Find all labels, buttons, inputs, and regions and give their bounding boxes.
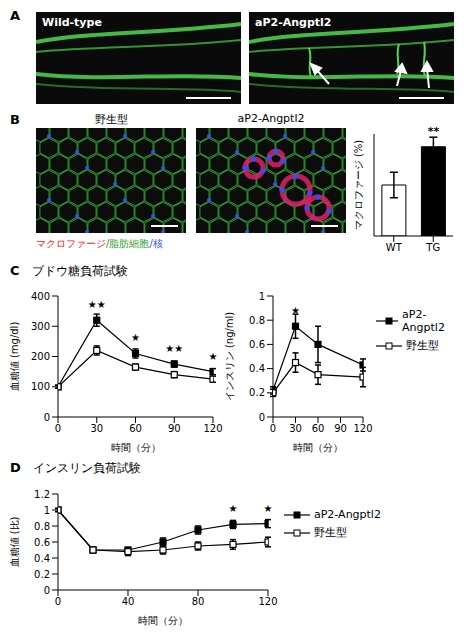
- svg-text:★★: ★★: [165, 343, 183, 354]
- svg-text:0.2: 0.2: [34, 569, 50, 580]
- html-text:B: B: [10, 112, 20, 127]
- svg-text:★: ★: [209, 351, 218, 362]
- html-text:A: A: [10, 8, 21, 23]
- svg-text:★: ★: [131, 332, 140, 343]
- html-text:野生型: 野生型: [314, 526, 347, 539]
- svg-text:0.4: 0.4: [249, 363, 265, 374]
- svg-text:マクロファージ (%): マクロファージ (%): [353, 140, 364, 231]
- svg-text:40: 40: [122, 596, 135, 607]
- html-text:C: C: [10, 263, 20, 278]
- html-text:野生型: 野生型: [94, 113, 128, 126]
- svg-text:300: 300: [31, 321, 50, 332]
- svg-text:Wild-type: Wild-type: [42, 16, 102, 29]
- svg-text:TG: TG: [425, 242, 440, 253]
- svg-text:0: 0: [44, 585, 50, 596]
- svg-text:120: 120: [353, 423, 372, 434]
- svg-text:WT: WT: [386, 242, 403, 253]
- svg-text:0: 0: [44, 412, 50, 423]
- svg-text:60: 60: [129, 423, 142, 434]
- svg-text:★: ★: [264, 503, 273, 514]
- svg-text:60: 60: [312, 423, 325, 434]
- svg-text:血糖値 (比): 血糖値 (比): [9, 516, 20, 567]
- svg-text:80: 80: [192, 596, 205, 607]
- html-text:マクロファージ/脂肪細胞/核: マクロファージ/脂肪細胞/核: [36, 238, 163, 249]
- svg-text:インスリン (ng/ml): インスリン (ng/ml): [224, 312, 235, 402]
- svg-text:1: 1: [44, 505, 50, 516]
- svg-text:100: 100: [31, 381, 50, 392]
- html-text:ブドウ糖負荷試験: ブドウ糖負荷試験: [31, 264, 128, 278]
- svg-text:90: 90: [168, 423, 181, 434]
- svg-text:時間（分）: 時間（分）: [138, 615, 188, 626]
- html-text:インスリン負荷試験: インスリン負荷試験: [32, 461, 141, 475]
- html-text:aP2-Angptl2: aP2-Angptl2: [402, 308, 445, 334]
- svg-text:400: 400: [31, 291, 50, 302]
- svg-text:0.6: 0.6: [34, 537, 50, 548]
- svg-text:0: 0: [55, 423, 61, 434]
- svg-text:血糖値 (mg/dl): 血糖値 (mg/dl): [9, 322, 20, 392]
- svg-text:120: 120: [258, 596, 277, 607]
- svg-text:30: 30: [289, 423, 302, 434]
- svg-text:30: 30: [90, 423, 103, 434]
- svg-text:0: 0: [270, 423, 276, 434]
- svg-text:200: 200: [31, 351, 50, 362]
- svg-text:時間（分）: 時間（分）: [293, 442, 343, 453]
- svg-text:0: 0: [55, 596, 61, 607]
- svg-text:1: 1: [259, 291, 265, 302]
- svg-text:aP2-Angptl2: aP2-Angptl2: [255, 16, 331, 29]
- svg-text:0.8: 0.8: [249, 315, 265, 326]
- html-text:野生型: 野生型: [406, 339, 439, 352]
- html-text:aP2-Angptl2: aP2-Angptl2: [314, 508, 381, 521]
- html-text:D: D: [10, 460, 21, 475]
- svg-text:120: 120: [203, 423, 222, 434]
- svg-text:0.6: 0.6: [249, 339, 265, 350]
- svg-text:0.4: 0.4: [34, 553, 50, 564]
- svg-text:**: **: [428, 125, 440, 138]
- html-text:aP2-Angptl2: aP2-Angptl2: [237, 112, 305, 125]
- svg-text:★: ★: [229, 503, 238, 514]
- svg-text:★★: ★★: [88, 299, 106, 310]
- svg-text:0: 0: [259, 412, 265, 423]
- svg-text:90: 90: [334, 423, 347, 434]
- svg-text:0.2: 0.2: [249, 387, 265, 398]
- svg-text:時間（分）: 時間（分）: [111, 442, 161, 453]
- svg-text:0.8: 0.8: [34, 521, 50, 532]
- svg-text:1.2: 1.2: [34, 489, 50, 500]
- svg-text:★: ★: [291, 305, 300, 316]
